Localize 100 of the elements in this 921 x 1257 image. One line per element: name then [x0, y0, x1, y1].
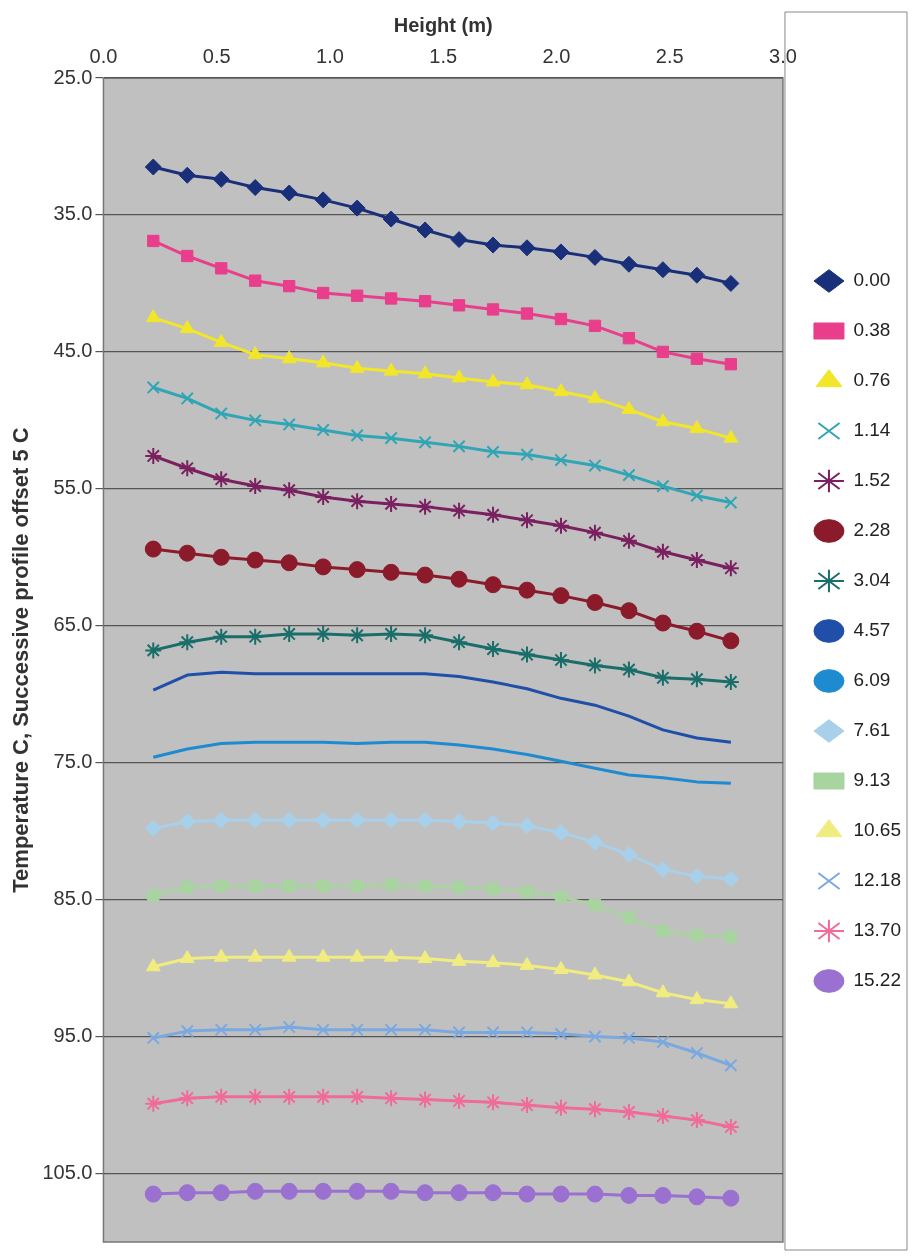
point [518, 1096, 537, 1115]
point [348, 1087, 367, 1106]
point [178, 459, 197, 478]
point [520, 307, 534, 320]
point [486, 1025, 500, 1040]
point [246, 551, 264, 569]
legend-label: 10.65 [853, 819, 901, 841]
point [282, 417, 296, 432]
point [484, 814, 502, 832]
x-axis-title: Height (m) [393, 13, 493, 36]
point [212, 627, 231, 646]
y-tick-label: 65.0 [53, 613, 93, 636]
point [144, 641, 163, 660]
point [246, 1087, 265, 1106]
point [450, 1184, 468, 1202]
point [619, 531, 638, 550]
point [350, 289, 364, 302]
x-tick-label: 1.0 [316, 44, 344, 67]
x-tick-label: 0.0 [89, 44, 118, 67]
point [687, 1111, 706, 1130]
point [144, 540, 162, 558]
point [551, 651, 570, 669]
point [214, 406, 228, 421]
point [249, 274, 262, 287]
point [248, 413, 262, 428]
point [246, 811, 264, 829]
point [656, 345, 670, 359]
point [656, 924, 670, 938]
point [212, 811, 230, 829]
point [382, 1182, 400, 1200]
point [382, 210, 400, 228]
point [621, 973, 637, 987]
point [552, 243, 570, 261]
point [724, 930, 738, 943]
point [619, 1102, 638, 1121]
point [180, 391, 194, 406]
y-tick-label: 45.0 [53, 339, 93, 362]
point [280, 1087, 299, 1106]
legend-label: 4.57 [853, 619, 891, 641]
point [484, 1093, 503, 1112]
point [212, 470, 231, 489]
point [520, 447, 534, 462]
point [348, 561, 366, 579]
point [619, 660, 638, 679]
point [350, 879, 364, 893]
point [622, 911, 636, 924]
point [518, 817, 536, 835]
point [418, 879, 432, 893]
point [655, 413, 671, 427]
point [215, 879, 228, 893]
point [144, 1094, 163, 1113]
point [280, 481, 299, 500]
point [348, 811, 366, 829]
point [418, 1023, 432, 1037]
point [212, 1087, 231, 1106]
x-tick-label: 2.0 [542, 44, 571, 67]
x-tick-label: 1.5 [429, 44, 458, 67]
point [486, 882, 500, 895]
point [348, 492, 367, 511]
point [587, 966, 603, 980]
point [147, 889, 160, 902]
point [181, 249, 194, 263]
point [518, 581, 536, 599]
point [180, 1024, 194, 1038]
point [314, 1087, 333, 1106]
point [247, 346, 263, 360]
point [450, 633, 469, 652]
point [484, 505, 503, 524]
point [653, 1107, 672, 1126]
point [450, 501, 469, 520]
point [654, 1186, 672, 1204]
point [484, 640, 503, 659]
point [518, 645, 537, 664]
point [314, 488, 333, 507]
point [554, 453, 568, 467]
point [622, 1031, 636, 1045]
point [620, 845, 638, 863]
point [486, 303, 500, 316]
point [350, 1023, 364, 1037]
point [656, 1035, 670, 1049]
point [552, 587, 570, 605]
point [687, 551, 706, 570]
point [248, 1023, 262, 1037]
point [280, 1182, 298, 1200]
point [317, 879, 330, 893]
legend-label: 0.38 [853, 319, 891, 341]
point [690, 929, 704, 942]
point [688, 266, 706, 284]
point [283, 279, 296, 293]
point [620, 1186, 638, 1204]
y-tick-label: 25.0 [53, 65, 93, 88]
point [384, 1023, 398, 1037]
point [314, 558, 332, 576]
point [316, 423, 330, 437]
point [722, 1189, 740, 1207]
point [724, 495, 738, 510]
point [722, 632, 740, 650]
point [722, 274, 740, 292]
point [450, 231, 468, 249]
point [586, 248, 604, 266]
